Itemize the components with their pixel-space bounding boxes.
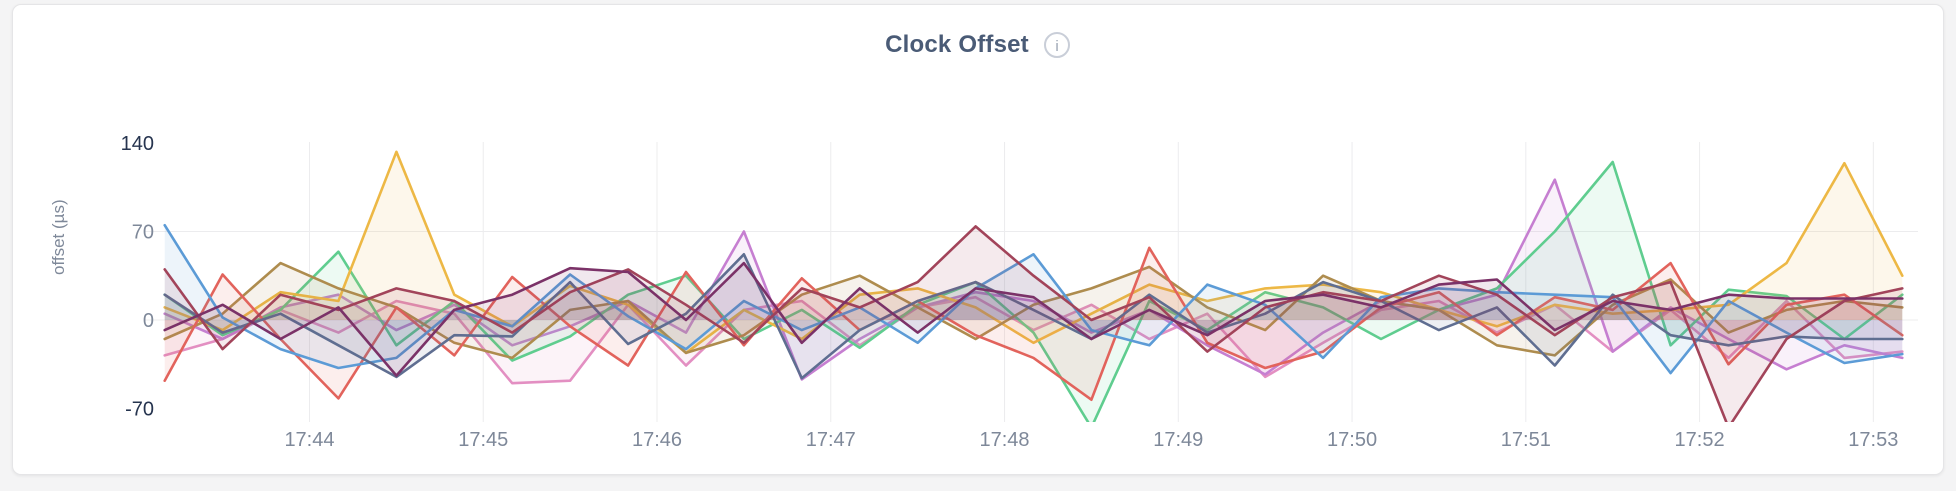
x-tick-label-17:53: 17:53 [1848, 429, 1898, 451]
series-area-purple [164, 263, 1903, 376]
x-tick-label-17:46: 17:46 [632, 429, 682, 451]
y-tick-label-140: 140 [121, 133, 154, 155]
series-line-khaki [163, 261, 1904, 360]
series-line-purple [163, 261, 1904, 377]
x-tick-label-17:44: 17:44 [284, 429, 334, 451]
series-line-maroon [163, 225, 1904, 422]
plot-area [163, 150, 1904, 422]
series-purple [163, 261, 1904, 377]
y-tick-label-0: 0 [143, 310, 154, 332]
x-tick-label-17:45: 17:45 [458, 429, 508, 451]
y-tick-label-70: 70 [132, 221, 154, 243]
series-orchid [163, 178, 1904, 381]
series-line-gold [163, 150, 1904, 355]
series-maroon [163, 225, 1904, 422]
svg-text:i: i [1055, 38, 1058, 55]
x-tick-label-17:52: 17:52 [1675, 429, 1725, 451]
y-tick-label--70: -70 [125, 399, 154, 421]
series-line-orchid [163, 178, 1904, 381]
series-area-green [164, 162, 1903, 422]
info-icon[interactable]: i [1043, 31, 1071, 59]
series-area-orchid [164, 179, 1903, 380]
x-tick-label-17:51: 17:51 [1501, 429, 1551, 451]
x-tick-label-17:49: 17:49 [1153, 429, 1203, 451]
x-tick-label-17:50: 17:50 [1327, 429, 1377, 451]
chart-header: Clock Offset i [13, 31, 1943, 59]
clock-offset-chart[interactable]: 17:44 17:45 17:46 17:47 17:48 17:49 17:50 17:51… [13, 5, 1956, 491]
chart-card: Clock Offset i offset (µs) 17:44 17:45 17:… [12, 4, 1944, 475]
series-area-gold [164, 151, 1903, 353]
series-gold [163, 150, 1904, 355]
x-tick-label-17:48: 17:48 [979, 429, 1029, 451]
series-line-coral [163, 246, 1904, 401]
series-coral [163, 246, 1904, 401]
chart-title: Clock Offset [885, 31, 1029, 58]
series-line-slate [163, 253, 1904, 380]
series-area-coral [164, 247, 1903, 400]
series-area-maroon [164, 226, 1903, 422]
series-area-slate [164, 254, 1903, 379]
x-tick-label-17:47: 17:47 [806, 429, 856, 451]
series-area-blue [164, 225, 1903, 374]
series-slate [163, 253, 1904, 380]
